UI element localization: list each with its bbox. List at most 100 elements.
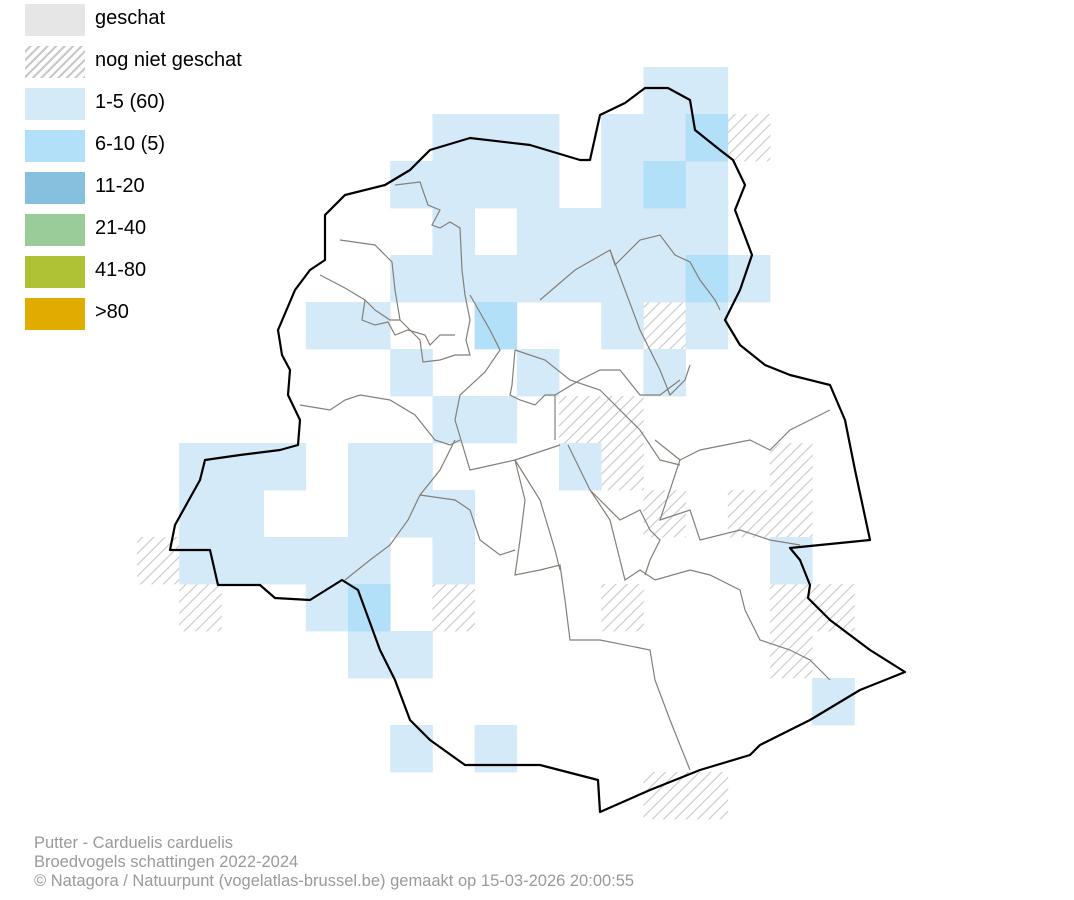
grid-cell-light [390, 725, 433, 773]
grid-cell-light [432, 255, 475, 303]
legend-item-21-40: 21-40 [25, 214, 325, 248]
commune-boundary [514, 349, 681, 466]
grid-cell-light [474, 255, 518, 303]
grid-cell-light [643, 208, 686, 256]
legend-item-11-20: 11-20 [25, 172, 325, 206]
grid-cell-light [348, 302, 391, 350]
grid-cell-light [516, 208, 560, 256]
grid-cell-light [474, 161, 518, 209]
grid-cell-light [390, 349, 433, 397]
grid-cell-light [559, 443, 602, 491]
commune-boundary [679, 409, 831, 461]
grid-cell-hatch [727, 490, 771, 538]
grid-cell-light [601, 208, 644, 256]
commune-boundary [419, 494, 516, 556]
grid-cell-hatch [770, 631, 813, 679]
legend-label: >80 [95, 301, 129, 323]
grid-cell-light [601, 114, 644, 162]
grid-cell-light [221, 443, 264, 491]
legend-swatch [25, 214, 85, 246]
grid-cell-hatch [601, 584, 644, 632]
grid-cell-light [263, 443, 307, 491]
grid-cell-light [812, 678, 855, 726]
grid-cell-light [348, 631, 391, 679]
commune-boundary [509, 349, 556, 440]
grid-cell-hatch [770, 443, 813, 491]
grid-cell-light [432, 161, 475, 209]
grid-cell-light [601, 255, 644, 303]
commune-boundary [454, 294, 561, 471]
grid-cell-light [348, 443, 391, 491]
commune-boundary [344, 439, 456, 581]
grid-cell-hatch [643, 772, 686, 820]
legend-swatch-hatch [25, 46, 85, 78]
legend-label: 41-80 [95, 259, 147, 281]
grid-cell-hatch [643, 302, 686, 350]
grid-cell-hatch [727, 114, 771, 162]
grid-cell-light [643, 349, 686, 397]
grid-cell-light [305, 584, 349, 632]
grid-cell-light [263, 537, 307, 585]
grid-cell-light [559, 208, 602, 256]
legend-swatch [25, 130, 85, 162]
grid-cell-light [390, 255, 433, 303]
legend-swatch [25, 172, 85, 204]
species-name: Putter - Carduelis carduelis [34, 834, 233, 852]
grid-cell-light [516, 161, 560, 209]
commune-boundary [514, 459, 561, 571]
grid-cell-light [516, 349, 560, 397]
legend-item-geschat: geschat [25, 4, 325, 38]
commune-boundary [554, 369, 681, 396]
legend-item-6-10: 6-10 (5) [25, 130, 325, 164]
map-caption: Putter - Carduelis carduelis Broedvogels… [34, 834, 634, 891]
grid-cell-light [601, 161, 644, 209]
commune-boundary [299, 394, 461, 446]
dataset-title: Broedvogels schattingen 2022-2024 [34, 853, 299, 871]
grid-cell-hatch [601, 443, 644, 491]
commune-boundary [339, 181, 471, 363]
grid-cell-medium [348, 584, 391, 632]
grid-cell-light [432, 537, 475, 585]
grid-cell-hatch [137, 537, 180, 585]
commune-boundary [539, 234, 721, 311]
grid-cell-light [390, 631, 433, 679]
grid-cell-light [643, 114, 686, 162]
grid-cell-hatch [770, 584, 813, 632]
grid-cell-light [516, 114, 560, 162]
legend-label: 6-10 (5) [95, 133, 166, 155]
grid-cell-light [179, 490, 222, 538]
grid-cell-light [685, 67, 729, 115]
legend-item-nog-niet-geschat: nog niet geschat [25, 46, 325, 80]
grid-cell-hatch [770, 490, 813, 538]
legend-label: 1-5 (60) [95, 91, 166, 113]
grid-cell-hatch [179, 584, 222, 632]
grid-cell-light [643, 67, 686, 115]
grid-cell-light [432, 208, 475, 256]
legend-label: geschat [95, 7, 166, 29]
grid-cell-light [305, 302, 349, 350]
grid-cell-light [474, 114, 518, 162]
grid-cell-light [221, 490, 264, 538]
commune-boundary [609, 249, 691, 397]
commune-boundaries [299, 181, 831, 771]
grid-cell-light [179, 443, 222, 491]
grid-cell-light [390, 443, 433, 491]
grid-cell-medium [685, 114, 729, 162]
grid-cell-light [601, 302, 644, 350]
grid-cell-light [643, 255, 686, 303]
legend-label: 21-40 [95, 217, 147, 239]
grid-cell-light [685, 161, 729, 209]
commune-boundary [361, 299, 455, 347]
legend-label: 11-20 [95, 175, 145, 197]
copyright-notice: © Natagora / Natuurpunt (vogelatlas-brus… [34, 872, 635, 890]
grid-cell-hatch [559, 396, 602, 444]
grid-cell-light [305, 537, 349, 585]
grid-cell-light [221, 537, 264, 585]
grid-cell-medium [643, 161, 686, 209]
grid-cell-hatch [432, 584, 475, 632]
grid-cell-hatch [601, 396, 644, 444]
grid-cell-light [348, 490, 391, 538]
commune-boundary [654, 569, 831, 681]
legend-swatch [25, 256, 85, 288]
